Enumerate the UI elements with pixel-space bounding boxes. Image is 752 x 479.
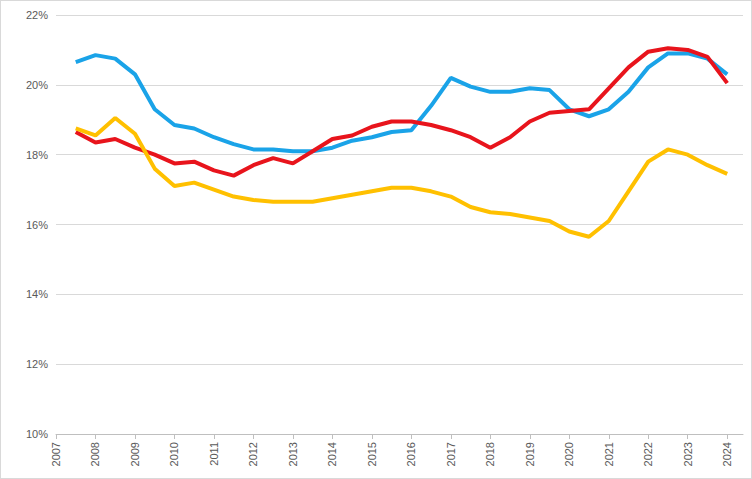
svg-text:2013: 2013	[287, 442, 299, 466]
svg-text:12%: 12%	[26, 358, 48, 370]
svg-text:10%: 10%	[26, 428, 48, 440]
svg-text:2024: 2024	[721, 442, 733, 466]
svg-text:2019: 2019	[524, 442, 536, 466]
svg-text:2021: 2021	[603, 442, 615, 466]
svg-text:18%: 18%	[26, 149, 48, 161]
svg-text:2012: 2012	[247, 442, 259, 466]
svg-text:22%: 22%	[26, 9, 48, 21]
svg-text:2015: 2015	[366, 442, 378, 466]
svg-text:2014: 2014	[326, 442, 338, 466]
svg-text:2010: 2010	[168, 442, 180, 466]
svg-text:2022: 2022	[642, 442, 654, 466]
svg-text:16%: 16%	[26, 219, 48, 231]
svg-text:2023: 2023	[682, 442, 694, 466]
svg-text:2020: 2020	[563, 442, 575, 466]
svg-text:2017: 2017	[445, 442, 457, 466]
svg-text:14%: 14%	[26, 288, 48, 300]
svg-text:20%: 20%	[26, 79, 48, 91]
svg-text:2009: 2009	[129, 442, 141, 466]
svg-text:2008: 2008	[89, 442, 101, 466]
svg-text:2018: 2018	[484, 442, 496, 466]
svg-text:2007: 2007	[50, 442, 62, 466]
svg-text:2016: 2016	[405, 442, 417, 466]
svg-text:2011: 2011	[208, 442, 220, 466]
